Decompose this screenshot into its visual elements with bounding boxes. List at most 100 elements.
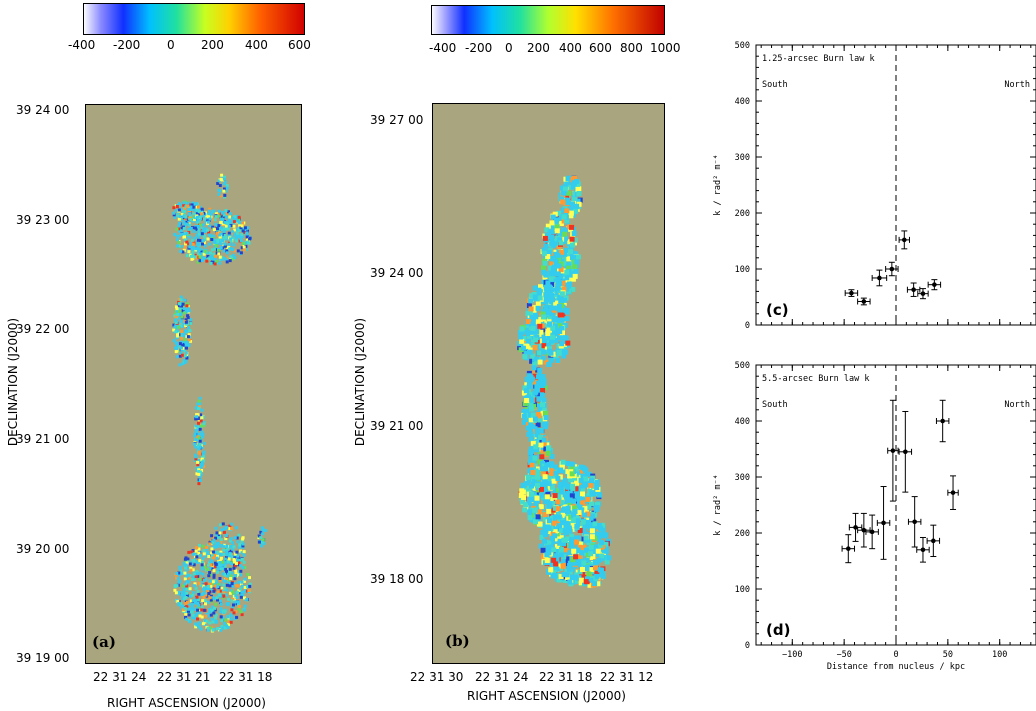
map-pixel bbox=[190, 207, 194, 211]
map-pixel bbox=[175, 227, 179, 231]
map-pixel bbox=[560, 330, 565, 336]
map-pixel bbox=[562, 186, 568, 192]
map-pixel bbox=[181, 309, 185, 313]
map-pixel bbox=[173, 215, 177, 219]
map-pixel bbox=[556, 514, 562, 520]
map-pixel bbox=[231, 556, 234, 559]
map-pixel bbox=[577, 544, 583, 550]
map-pixel bbox=[206, 251, 210, 255]
map-pixel bbox=[232, 545, 236, 549]
map-pixel bbox=[200, 615, 204, 619]
map-pixel bbox=[582, 506, 588, 512]
point-marker bbox=[869, 529, 875, 535]
panel-label-a: (a) bbox=[92, 633, 116, 651]
map-pixel bbox=[538, 434, 544, 440]
map-pixel bbox=[226, 573, 230, 577]
map-pixel bbox=[559, 464, 565, 470]
map-pixel bbox=[229, 617, 233, 621]
map-pixel bbox=[194, 575, 198, 578]
map-pixel bbox=[207, 585, 211, 588]
map-pixel bbox=[201, 584, 205, 588]
map-pixel bbox=[198, 396, 202, 400]
map-pixel bbox=[221, 239, 225, 243]
map-pixel bbox=[197, 242, 201, 246]
map-pixel bbox=[207, 592, 211, 595]
point-marker bbox=[877, 275, 882, 281]
map-pixel bbox=[190, 610, 194, 614]
map-pixel bbox=[176, 234, 180, 238]
data-point bbox=[844, 289, 859, 297]
map-pixel bbox=[532, 513, 538, 519]
map-pixel bbox=[211, 582, 215, 586]
map-pixel bbox=[196, 236, 200, 240]
map-pixel bbox=[574, 203, 580, 209]
map-pixel bbox=[242, 590, 246, 594]
map-pixel bbox=[189, 599, 193, 603]
map-pixel bbox=[567, 497, 573, 503]
point-marker bbox=[901, 237, 907, 243]
map-pixel bbox=[209, 573, 213, 577]
data-point bbox=[935, 399, 950, 443]
map-pixel bbox=[578, 572, 584, 578]
map-pixel bbox=[528, 436, 534, 442]
map-pixel bbox=[185, 240, 189, 244]
map-pixel bbox=[178, 342, 182, 346]
map-pixel bbox=[177, 217, 181, 221]
map-pixel bbox=[208, 561, 211, 565]
map-pixel bbox=[210, 565, 214, 569]
map-pixel bbox=[190, 203, 194, 207]
map-pixel bbox=[562, 578, 568, 583]
map-pixel bbox=[550, 312, 556, 318]
map-pixel bbox=[549, 241, 555, 247]
map-pixel bbox=[243, 226, 247, 230]
map-pixel bbox=[541, 381, 547, 387]
map-pixel bbox=[244, 588, 247, 592]
map-pixel bbox=[550, 501, 556, 506]
map-pixel bbox=[213, 544, 217, 548]
map-pixel bbox=[190, 216, 194, 220]
map-pixel bbox=[208, 621, 212, 625]
map-pixel bbox=[563, 547, 569, 553]
map-pixel bbox=[177, 603, 181, 607]
map-pixel bbox=[223, 175, 226, 179]
map-pixel bbox=[557, 332, 563, 338]
map-pixel bbox=[259, 530, 263, 534]
map-pixel bbox=[564, 556, 570, 562]
map-pixel bbox=[199, 464, 203, 468]
map-pixel bbox=[192, 558, 196, 562]
map-pixel bbox=[207, 610, 211, 614]
map-pixel bbox=[180, 207, 184, 211]
map-pixel bbox=[581, 479, 587, 485]
map-pixel bbox=[228, 527, 232, 531]
map-pixel bbox=[200, 255, 204, 259]
map-pixel bbox=[564, 309, 570, 315]
map-pixel bbox=[570, 557, 576, 563]
point-marker bbox=[890, 448, 896, 453]
map-pixel bbox=[222, 562, 226, 566]
map-pixel bbox=[556, 210, 562, 216]
map-pixel bbox=[188, 562, 192, 566]
map-pixel bbox=[185, 584, 189, 588]
map-pixel bbox=[227, 224, 231, 228]
map-pixel bbox=[220, 178, 224, 182]
map-pixel bbox=[197, 436, 201, 440]
map-pixel bbox=[222, 591, 226, 595]
map-pixel bbox=[181, 250, 185, 254]
map-pixel bbox=[212, 252, 216, 256]
map-pixel bbox=[194, 417, 198, 421]
map-pixel bbox=[217, 192, 221, 196]
map-pixel bbox=[211, 620, 215, 624]
map-pixel bbox=[573, 486, 579, 492]
map-pixel bbox=[588, 544, 594, 550]
map-pixel bbox=[584, 557, 590, 563]
map-pixel bbox=[223, 187, 226, 191]
map-a-xtick: 22 31 24 bbox=[93, 670, 147, 684]
map-pixel bbox=[242, 248, 246, 252]
map-pixel bbox=[546, 250, 552, 255]
map-pixel bbox=[172, 206, 176, 210]
map-pixel bbox=[557, 237, 563, 243]
map-pixel bbox=[532, 361, 538, 367]
map-pixel bbox=[193, 208, 197, 212]
map-pixel bbox=[561, 261, 567, 267]
map-pixel bbox=[566, 190, 572, 196]
